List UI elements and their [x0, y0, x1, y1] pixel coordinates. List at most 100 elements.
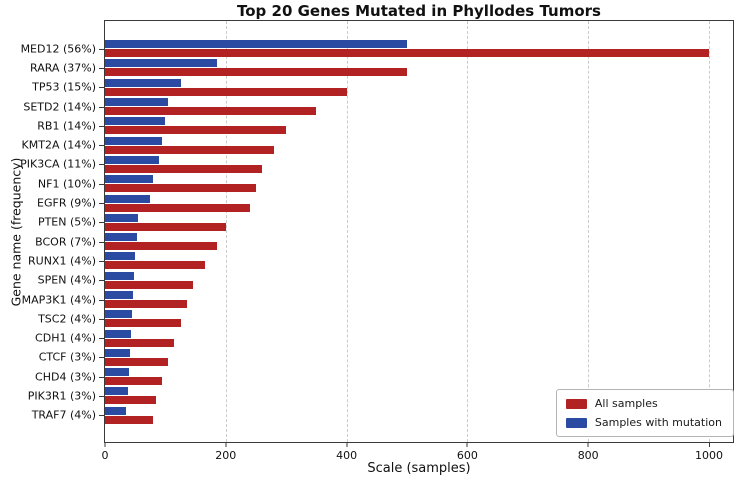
- y-tick-mark: [99, 222, 104, 224]
- y-tick-mark: [99, 164, 104, 166]
- gene-row: SPEN (4%): [38, 271, 733, 290]
- bar-all-samples: [105, 68, 407, 77]
- x-tick: 0: [102, 443, 109, 462]
- bar-samples-with-mutation: [105, 368, 130, 377]
- x-tick-label: 800: [577, 449, 599, 462]
- x-tick: 200: [215, 443, 236, 462]
- bar-all-samples: [105, 280, 193, 289]
- gene-label: CHD4 (3%): [35, 370, 96, 384]
- bar-samples-with-mutation: [105, 98, 169, 107]
- bar-samples-with-mutation: [105, 291, 133, 299]
- bar-all-samples: [105, 338, 175, 347]
- y-tick-mark: [99, 203, 104, 205]
- bar-all-samples: [105, 49, 709, 58]
- gridline: [346, 21, 348, 442]
- gene-row: TRAF7 (4%): [32, 406, 733, 425]
- x-axis-ticks: 0 200 400 600 800 1000: [102, 443, 733, 467]
- legend-label-samples-with-mutation: Samples with mutation: [594, 416, 722, 429]
- bar-all-samples: [105, 203, 250, 212]
- bar-all-samples: [105, 87, 347, 96]
- gene-row: EGFR (9%): [37, 193, 733, 212]
- bar-all-samples: [105, 107, 317, 116]
- gene-label: KMT2A (14%): [21, 138, 96, 152]
- bar-all-samples: [105, 126, 287, 135]
- gene-label: MED12 (56%): [20, 42, 96, 56]
- bar-samples-with-mutation: [105, 155, 160, 164]
- bar-samples-with-mutation: [105, 406, 127, 415]
- bar-all-samples: [105, 184, 256, 193]
- gene-label: MAP3K1 (4%): [21, 293, 96, 306]
- y-tick-mark: [99, 106, 104, 108]
- y-tick-mark: [99, 395, 104, 397]
- y-tick-mark: [99, 183, 104, 185]
- chart-title: Top 20 Genes Mutated in Phyllodes Tumors: [237, 2, 601, 20]
- bar-all-samples: [105, 242, 217, 251]
- legend: All samples Samples with mutation: [555, 389, 734, 437]
- gene-row: MED12 (56%): [21, 39, 733, 58]
- y-tick-mark: [99, 145, 104, 147]
- gene-row: CTCF (3%): [39, 348, 733, 367]
- x-tick-mark: [587, 443, 589, 447]
- x-tick: 400: [336, 443, 357, 462]
- gene-label: RUNX1 (4%): [28, 254, 96, 268]
- bar-samples-with-mutation: [105, 252, 136, 261]
- gene-label: TP53 (15%): [32, 80, 96, 94]
- x-tick: 600: [457, 443, 478, 462]
- gene-label: PIK3CA (11%): [20, 157, 96, 171]
- legend-swatch-samples-with-mutation: [565, 417, 587, 428]
- bar-all-samples: [105, 145, 275, 154]
- gene-row: PTEN (5%): [38, 213, 733, 232]
- bar-samples-with-mutation: [105, 194, 151, 203]
- x-tick-mark: [466, 443, 468, 447]
- x-tick-mark: [104, 443, 106, 447]
- bar-all-samples: [105, 396, 157, 405]
- x-tick-label: 200: [215, 449, 237, 462]
- x-tick-label: 400: [336, 449, 358, 462]
- gridline: [467, 21, 469, 442]
- gene-label: BCOR (7%): [35, 235, 96, 249]
- bar-samples-with-mutation: [105, 213, 139, 222]
- y-tick-mark: [99, 280, 104, 282]
- gene-row: RUNX1 (4%): [28, 251, 733, 270]
- legend-swatch-all-samples: [565, 398, 587, 409]
- bar-all-samples: [105, 319, 181, 328]
- bar-samples-with-mutation: [105, 387, 128, 396]
- gene-label: SETD2 (14%): [23, 100, 96, 114]
- bar-all-samples: [105, 377, 163, 386]
- gene-row: RB1 (14%): [37, 116, 733, 135]
- bar-samples-with-mutation: [105, 59, 217, 68]
- gridline: [225, 21, 227, 442]
- x-tick: 1000: [695, 443, 723, 462]
- bar-samples-with-mutation: [105, 136, 163, 145]
- y-tick-mark: [99, 415, 104, 417]
- bar-samples-with-mutation: [105, 40, 407, 49]
- gene-label: PTEN (5%): [37, 215, 96, 229]
- x-tick-label: 1000: [695, 449, 723, 462]
- gene-row: PIK3R1 (3%): [28, 386, 733, 405]
- gene-label: TRAF7 (4%): [31, 408, 96, 422]
- bar-all-samples: [105, 415, 154, 424]
- y-tick-mark: [99, 241, 104, 243]
- gene-label: EGFR (9%): [37, 196, 96, 210]
- gene-label: RB1 (14%): [37, 119, 96, 133]
- y-tick-mark: [99, 357, 104, 359]
- bar-samples-with-mutation: [105, 175, 154, 184]
- bar-samples-with-mutation: [105, 78, 181, 87]
- gene-row: RARA (37%): [30, 58, 733, 77]
- gene-row: TP53 (15%): [32, 78, 733, 97]
- y-tick-mark: [99, 376, 104, 378]
- y-tick-mark: [99, 338, 104, 340]
- x-tick: 800: [578, 443, 599, 462]
- gene-label: CTCF (3%): [38, 350, 96, 364]
- gene-label: NF1 (10%): [37, 177, 96, 191]
- gene-label: TSC2 (4%): [38, 312, 96, 326]
- gene-row: CDH1 (4%): [35, 328, 733, 347]
- bar-all-samples: [105, 261, 205, 270]
- gene-row: SETD2 (14%): [23, 97, 733, 116]
- y-tick-mark: [99, 48, 104, 50]
- bar-samples-with-mutation: [105, 348, 131, 357]
- gridline: [588, 21, 590, 442]
- bar-samples-with-mutation: [105, 310, 133, 319]
- gene-row: MAP3K1 (4%): [22, 290, 733, 309]
